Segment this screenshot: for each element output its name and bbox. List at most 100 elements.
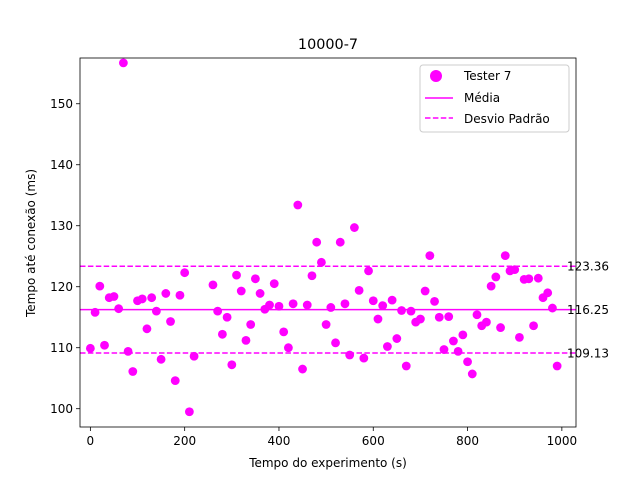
data-point [439, 345, 449, 354]
data-point [387, 295, 397, 305]
data-point [151, 306, 161, 316]
data-point [515, 332, 524, 342]
data-point [368, 296, 378, 306]
data-point [222, 312, 232, 322]
data-point [118, 58, 128, 68]
data-point [331, 338, 340, 348]
data-point [161, 289, 171, 298]
chart-title: 10000-7 [298, 37, 358, 53]
data-point [491, 272, 501, 282]
data-point [241, 335, 251, 345]
y-tick-label: 150 [50, 97, 73, 111]
data-point [364, 266, 373, 276]
data-point [430, 296, 439, 306]
data-point [401, 361, 411, 371]
data-point [486, 281, 496, 291]
legend-label-desvio-padrao: Desvio Padrão [464, 112, 550, 126]
data-point [208, 280, 218, 290]
data-point [279, 327, 289, 337]
mean-label: 116.25 [567, 303, 609, 317]
data-point [543, 288, 553, 298]
data-point [406, 306, 416, 316]
data-point [345, 350, 355, 360]
data-point [463, 357, 472, 367]
data-point [340, 299, 350, 309]
data-point [316, 257, 326, 267]
data-point [307, 271, 317, 281]
data-point [137, 294, 147, 304]
plot-area: 0 200 400 600 800 1000 100 110 120 130 140 150 116.2… [50, 57, 609, 448]
std-dev-label: 109.13 [567, 347, 609, 361]
data-point [123, 346, 133, 356]
data-point [100, 340, 109, 350]
data-point [397, 306, 406, 315]
x-axis-title: Tempo do experimento (s) [248, 456, 407, 470]
data-point [453, 346, 463, 356]
data-point [500, 251, 510, 261]
data-point [265, 300, 274, 310]
data-point [246, 320, 256, 329]
data-point [180, 268, 190, 278]
data-point [434, 312, 444, 322]
data-point [350, 223, 359, 232]
data-point [156, 354, 166, 364]
data-point [269, 279, 279, 289]
data-point [274, 301, 284, 311]
data-point [255, 289, 265, 298]
y-tick-label: 110 [50, 341, 73, 355]
data-point [533, 273, 543, 283]
data-point [392, 334, 402, 343]
data-point [175, 290, 185, 300]
data-point [85, 343, 95, 353]
data-point [383, 342, 392, 351]
axes-frame [79, 57, 577, 428]
data-point [288, 299, 298, 309]
data-point [420, 286, 430, 296]
data-point [482, 317, 491, 327]
data-point [472, 310, 482, 320]
data-point [298, 364, 307, 374]
data-point [227, 360, 237, 370]
data-point [373, 314, 383, 324]
data-point [213, 306, 223, 316]
data-point [302, 300, 312, 310]
data-point [529, 321, 538, 331]
y-tick-label: 120 [50, 280, 73, 294]
data-point [312, 237, 322, 247]
data-point [548, 303, 557, 313]
data-point [444, 312, 454, 322]
legend-box [419, 64, 570, 133]
data-point [510, 265, 520, 275]
data-point [552, 361, 562, 371]
legend-marker-tester [430, 70, 442, 82]
data-point [359, 353, 369, 363]
data-point [142, 324, 152, 334]
data-point [189, 351, 199, 361]
data-point [232, 270, 241, 280]
x-tick-label: 800 [456, 434, 479, 448]
data-point [467, 369, 477, 379]
x-tick-label: 200 [173, 434, 196, 448]
legend: Tester 7 Média Desvio Padrão [419, 64, 570, 133]
x-tick-label: 600 [362, 434, 385, 448]
data-point [425, 251, 435, 261]
data-point [147, 293, 157, 303]
data-point [184, 407, 194, 417]
data-point [321, 320, 331, 329]
y-tick-label: 140 [50, 158, 73, 172]
y-axis-title: Tempo até conexão (ms) [24, 169, 38, 318]
legend-label-media: Média [464, 91, 500, 105]
y-tick-label: 130 [50, 219, 73, 233]
x-tick-label: 1000 [547, 434, 578, 448]
data-point [166, 317, 175, 326]
data-point [236, 286, 246, 296]
x-tick-label: 400 [268, 434, 291, 448]
data-point [354, 285, 364, 295]
data-point [416, 314, 425, 324]
data-point [496, 323, 505, 332]
data-point [449, 336, 458, 346]
data-point [128, 367, 138, 376]
y-tick-label: 100 [50, 402, 73, 416]
std-dev-label: 123.36 [567, 260, 609, 274]
data-point [378, 301, 388, 311]
